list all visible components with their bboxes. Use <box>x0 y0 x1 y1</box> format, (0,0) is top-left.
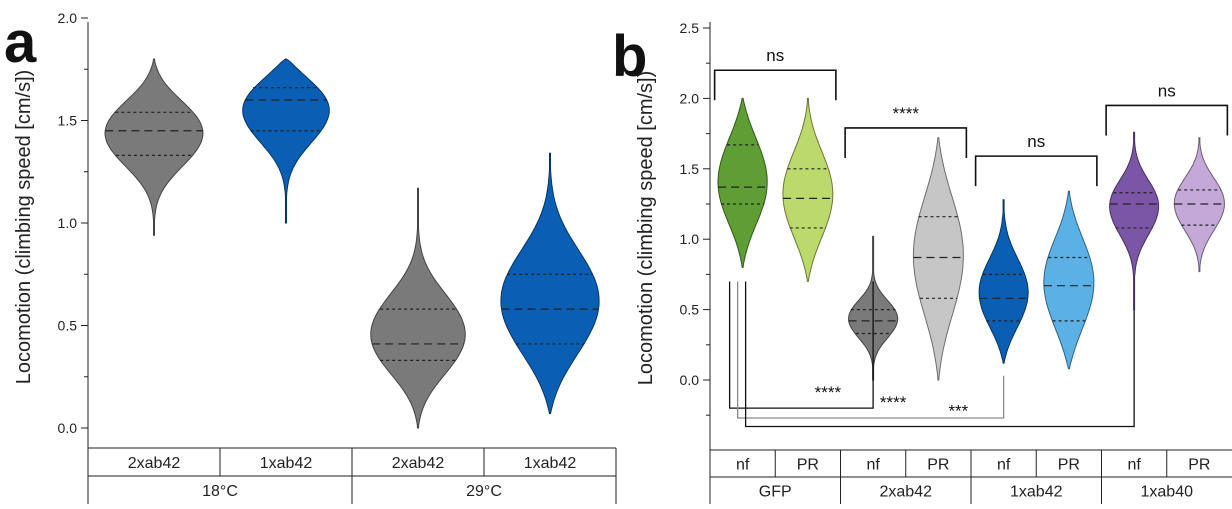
panel-b-y-tick-label: 2.0 <box>680 90 700 106</box>
panel-b-violin-3 <box>912 137 964 381</box>
panel-b-category-label: nf <box>1127 457 1141 474</box>
panel-b-category-label: PR <box>927 457 949 474</box>
panel-b-y-tick-label: 0.5 <box>680 302 700 318</box>
panel-a-y-tick-label: 0.0 <box>58 420 78 436</box>
panel-a-violin-3 <box>500 152 600 415</box>
panel-a-y-tick-label: 0.5 <box>58 318 78 334</box>
panel-b-sig-label-4: **** <box>815 383 842 402</box>
panel-b-sig-bracket-2 <box>974 155 1098 187</box>
panel-a-group-label: 29°C <box>466 483 502 500</box>
panel-a-y-axis-title: Locomotion (climbing speed [cm/s]) <box>13 70 35 385</box>
panel-b-group-label: 2xab42 <box>880 484 933 501</box>
panel-b-category-label: PR <box>1188 457 1210 474</box>
panel-a-violin-0 <box>104 58 204 236</box>
panel-b-sig-label-6: *** <box>948 401 968 420</box>
panel-a-violin-2 <box>370 187 466 429</box>
panel-b-violin-1 <box>782 97 834 282</box>
panel-b-sig-label-0: ns <box>766 46 784 65</box>
panel-b-sig-bracket-1 <box>844 127 968 158</box>
panel-a-category-label: 1xab42 <box>524 455 577 472</box>
panel-a-y-tick-label: 2.0 <box>58 10 78 26</box>
panel-a-category-label: 1xab42 <box>260 455 313 472</box>
panel-a-y-tick-label: 1.0 <box>58 215 78 231</box>
panel-a-violin-1 <box>242 58 330 224</box>
panel-b-y-tick-label: 1.0 <box>680 231 700 247</box>
panel-b-sig-label-3: ns <box>1158 81 1176 100</box>
panel-a-category-label: 2xab42 <box>128 455 181 472</box>
panel-b-category-label: nf <box>866 457 880 474</box>
panel-b-category-label: nf <box>736 457 750 474</box>
panel-b-y-tick-label: 2.5 <box>680 20 700 36</box>
panel-b-group-label: GFP <box>759 484 792 501</box>
panel-b-group-label: 1xab42 <box>1010 484 1063 501</box>
panel-b-y-axis-title: Locomotion (climbing speed [cm/s]) <box>635 71 657 386</box>
panel-b-category-label: PR <box>1058 457 1080 474</box>
panel-b-sig-bracket-6 <box>744 281 1135 428</box>
panel-b-group-label: 1xab40 <box>1141 484 1194 501</box>
panel-a-y-tick-label: 1.5 <box>58 113 78 129</box>
panel-b-sig-bracket-4 <box>728 281 874 409</box>
panel-b-category-label: PR <box>797 457 819 474</box>
panel-b-y-tick-label: 1.5 <box>680 161 700 177</box>
panel-b-violin-0 <box>717 97 768 268</box>
panel-b-violin-6 <box>1109 131 1160 311</box>
panel-b-violin-7 <box>1173 137 1225 273</box>
panel-a-letter: a <box>4 10 37 75</box>
panel-b-sig-bracket-5 <box>736 281 1005 419</box>
panel-a-group-label: 18°C <box>202 483 238 500</box>
panel-b-letter: b <box>612 24 647 89</box>
panel-b-sig-label-1: **** <box>893 104 920 123</box>
panel-b-violin-4 <box>978 199 1029 364</box>
panel-b-y-tick-label: 0.0 <box>680 372 700 388</box>
panel-b-sig-label-5: **** <box>880 393 907 412</box>
panel-b-sig-label-2: ns <box>1027 132 1045 151</box>
panel-b-sig-bracket-0 <box>713 69 837 101</box>
panel-b-category-label: nf <box>997 457 1011 474</box>
panel-b-violin-5 <box>1043 190 1095 370</box>
panel-a-category-label: 2xab42 <box>392 455 445 472</box>
panel-b-sig-bracket-3 <box>1105 104 1229 136</box>
